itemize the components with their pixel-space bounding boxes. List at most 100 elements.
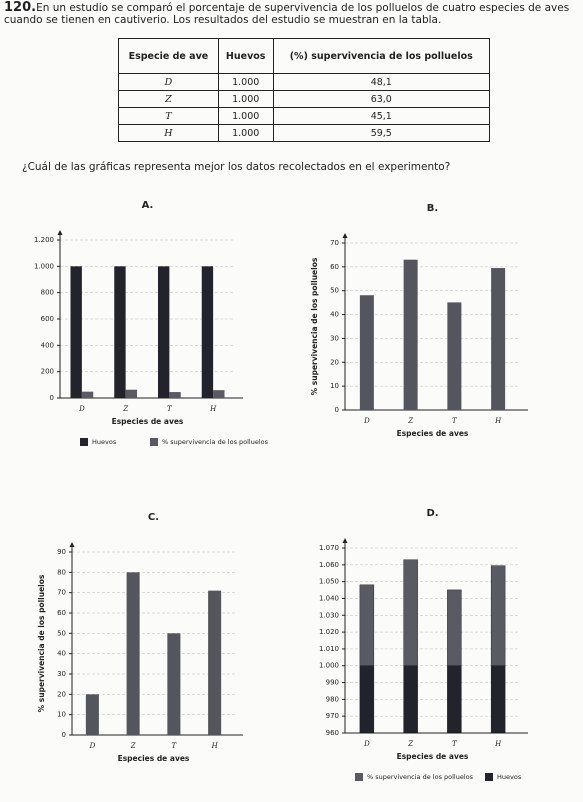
bar (167, 633, 181, 735)
y-tick-label: 970 (326, 712, 339, 720)
question-text: En un estudio se comparó el porcentaje d… (4, 2, 570, 26)
bar-segment (447, 589, 462, 666)
bar (114, 266, 126, 398)
bar-segment (403, 665, 418, 734)
bar (201, 266, 214, 398)
bar-segment (359, 665, 375, 734)
data-table: Especie de ave Huevos (%) supervivencia de… (118, 38, 491, 142)
chart-label: A. (142, 200, 154, 211)
bar (81, 391, 94, 398)
legend-swatch (80, 438, 88, 446)
y-tick-label: 40 (57, 650, 66, 658)
y-tick-label: 0 (62, 731, 66, 739)
y-tick-label: 60 (57, 609, 66, 617)
x-tick-label: H (494, 740, 502, 748)
y-tick-label: 30 (330, 334, 339, 342)
y-tick-label: 990 (326, 679, 339, 687)
y-tick-label: 70 (330, 239, 339, 247)
bar (491, 268, 506, 410)
x-tick-label: Z (122, 405, 128, 413)
x-tick-label: H (211, 742, 219, 750)
x-tick-label: D (363, 740, 370, 748)
bar (158, 266, 170, 398)
y-tick-label: 1.040 (319, 594, 339, 602)
x-axis-label: Especies de aves (397, 752, 469, 761)
x-tick-label: T (172, 742, 178, 750)
bar (213, 390, 225, 398)
bar-segment (447, 665, 462, 734)
x-tick-label: Z (407, 417, 413, 425)
y-axis-label: % supervivencia de los polluelos (37, 574, 46, 712)
bar (126, 572, 140, 735)
legend-label: % supervivencia de los polluelos (162, 438, 269, 446)
y-tick-label: 400 (41, 341, 54, 349)
y-axis-label: % supervivencia de los polluelos (310, 257, 319, 395)
y-tick-label: 0 (50, 394, 54, 402)
y-tick-label: 30 (57, 670, 66, 678)
y-tick-label: 800 (41, 289, 54, 297)
table-header: (%) supervivencia de los polluelos (272, 38, 491, 74)
y-tick-label: 1.000 (34, 262, 54, 270)
y-tick-label: 80 (57, 568, 66, 576)
y-tick-label: 70 (57, 589, 66, 597)
legend-swatch (150, 438, 158, 446)
x-tick-label: D (78, 405, 85, 413)
x-axis-label: Especies de aves (112, 417, 184, 426)
y-tick-label: 1.060 (319, 561, 339, 569)
legend-label: % supervivencia de los polluelos (367, 773, 474, 781)
bar (125, 389, 137, 398)
table-cell: H (118, 124, 219, 142)
y-tick-label: 90 (57, 548, 66, 556)
bar (208, 590, 222, 735)
y-tick-label: 10 (330, 382, 339, 390)
question-number: 120. (4, 0, 37, 15)
y-tick-label: 0 (335, 406, 339, 414)
x-tick-label: T (167, 405, 173, 413)
x-tick-label: H (494, 417, 502, 425)
y-tick-label: 50 (57, 629, 66, 637)
y-tick-label: 1.200 (34, 236, 54, 244)
table-cell: 1.000 (217, 124, 274, 142)
y-tick-label: 1.030 (319, 611, 339, 619)
y-tick-label: 1.070 (319, 544, 339, 552)
chart-label: B. (427, 203, 438, 214)
y-tick-label: 60 (330, 263, 339, 271)
x-axis-label: Especies de aves (118, 754, 190, 763)
y-tick-label: 980 (326, 695, 339, 703)
x-tick-label: T (452, 417, 458, 425)
chart-label: C. (148, 512, 159, 523)
legend-swatch (485, 773, 493, 781)
y-tick-label: 20 (330, 358, 339, 366)
x-tick-label: D (89, 742, 96, 750)
y-tick-label: 600 (41, 315, 54, 323)
bar (70, 266, 82, 398)
x-tick-label: Z (407, 740, 413, 748)
table-header: Especie de ave (118, 38, 219, 74)
legend-label: Huevos (497, 773, 522, 781)
legend-label: Huevos (92, 438, 117, 446)
x-tick-label: Z (130, 742, 136, 750)
y-tick-label: 960 (326, 729, 339, 737)
y-tick-label: 10 (57, 711, 66, 719)
bar-segment (490, 565, 506, 666)
x-tick-label: H (209, 405, 217, 413)
y-tick-label: 1.010 (319, 645, 339, 653)
bar-segment (490, 665, 506, 734)
prompt: ¿Cuál de las gráficas representa mejor l… (22, 161, 451, 173)
y-axis-arrow (57, 230, 63, 235)
y-tick-label: 20 (57, 690, 66, 698)
bar (359, 295, 374, 410)
bar-segment (359, 584, 375, 666)
y-axis-arrow (342, 538, 348, 543)
y-tick-label: 1.050 (319, 578, 339, 586)
y-tick-label: 50 (330, 287, 339, 295)
legend-swatch (355, 773, 363, 781)
bar-segment (403, 559, 418, 666)
y-axis-arrow (69, 542, 75, 547)
y-axis-arrow (342, 233, 348, 238)
x-axis-label: Especies de aves (397, 429, 469, 438)
bar (447, 302, 462, 410)
x-tick-label: D (363, 417, 370, 425)
table-cell: 59,5 (272, 124, 491, 142)
